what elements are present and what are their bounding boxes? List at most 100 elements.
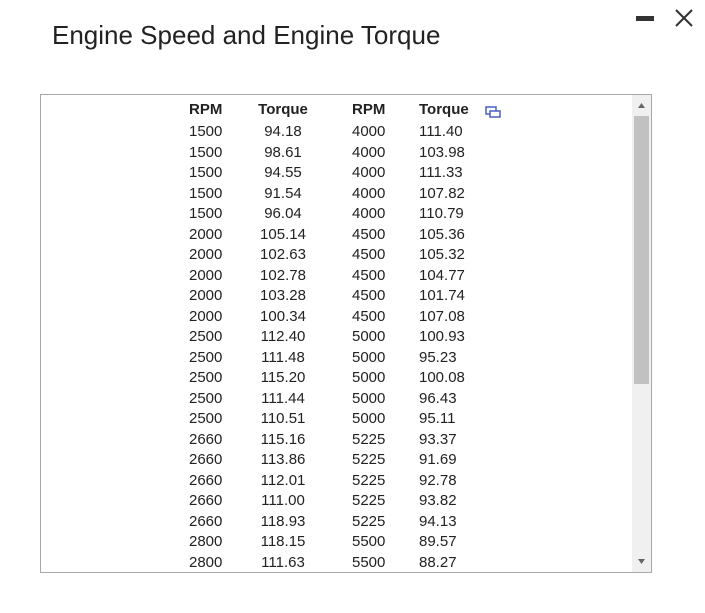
table-cell: 5000 xyxy=(352,369,386,386)
table-cell: 118.15 xyxy=(260,533,306,550)
table-cell: 105.14 xyxy=(260,225,306,243)
close-button[interactable] xyxy=(675,9,693,27)
table-cell: 110.51 xyxy=(260,410,306,427)
table-cell: 115.20 xyxy=(260,369,306,386)
table-cell: 5000 xyxy=(352,410,386,427)
scrollbar[interactable] xyxy=(632,95,651,572)
table-cell: 94.18 xyxy=(264,123,302,140)
table-cell: 4000 xyxy=(352,164,386,181)
table-cell: 1500 xyxy=(189,123,223,140)
table-cell: 105.32 xyxy=(419,246,465,263)
table-cell: 100.34 xyxy=(260,307,306,325)
table-cell: 2500 xyxy=(189,389,223,407)
table-cell: 2500 xyxy=(189,410,223,427)
table-cell: 1500 xyxy=(189,205,223,222)
table-cell: 2660 xyxy=(189,471,223,489)
table-cell: 4500 xyxy=(352,246,386,263)
table-cell: 100.93 xyxy=(419,328,465,345)
table-cell: 98.61 xyxy=(264,143,302,161)
window-controls xyxy=(636,9,693,27)
table-cell: 5000 xyxy=(352,348,386,366)
table-cell: 107.08 xyxy=(419,307,465,325)
column-header: RPM xyxy=(352,101,386,118)
column-header: Torque xyxy=(419,101,469,118)
table-cell: 88.27 xyxy=(419,553,457,571)
table-cell: 4500 xyxy=(352,266,386,284)
column-header: RPM xyxy=(189,101,223,118)
table-cell: 100.08 xyxy=(419,369,465,386)
table-cell: 94.13 xyxy=(419,512,457,530)
table-cell: 96.43 xyxy=(419,389,457,407)
table-panel: RPM Torque RPM Torque 1500 94.18 4000 111.40 150… xyxy=(40,94,652,573)
table-cell: 89.57 xyxy=(419,533,457,550)
table-cell: 95.23 xyxy=(419,348,457,366)
table-cell: 2500 xyxy=(189,369,223,386)
table-cell: 5000 xyxy=(352,328,386,345)
table-cell: 112.40 xyxy=(260,328,306,345)
table-cell: 113.86 xyxy=(260,451,306,468)
table-cell: 104.77 xyxy=(419,266,465,284)
table-cell: 111.40 xyxy=(419,123,463,140)
table-cell: 92.78 xyxy=(419,471,457,489)
table-cell: 2500 xyxy=(189,328,223,345)
table-cell: 111.48 xyxy=(261,348,305,366)
table-cell: 5225 xyxy=(352,512,386,530)
table-cell: 111.44 xyxy=(261,389,305,407)
column-header: Torque xyxy=(258,101,308,118)
table-cell: 4000 xyxy=(352,123,386,140)
table-cell: 4500 xyxy=(352,225,386,243)
table-cell: 2000 xyxy=(189,225,223,243)
table-cell: 103.98 xyxy=(419,143,465,161)
table-cell: 2500 xyxy=(189,348,223,366)
table-cell: 5500 xyxy=(352,533,386,550)
table-cell: 93.82 xyxy=(419,492,457,509)
table-cell: 5225 xyxy=(352,471,386,489)
table-cell: 1500 xyxy=(189,164,223,181)
table-cell: 111.63 xyxy=(261,553,305,571)
table-cell: 111.33 xyxy=(419,164,463,181)
table-cell: 2000 xyxy=(189,246,223,263)
table-cell: 1500 xyxy=(189,143,223,161)
table-cell: 4000 xyxy=(352,184,386,202)
table-cell: 4000 xyxy=(352,143,386,161)
table-cell: 107.82 xyxy=(419,184,465,202)
table-cell: 91.69 xyxy=(419,451,457,468)
table-cell: 5000 xyxy=(352,389,386,407)
table-cell: 5225 xyxy=(352,430,386,448)
table-cell: 2660 xyxy=(189,492,223,509)
table-cell: 2660 xyxy=(189,512,223,530)
table-cell: 2000 xyxy=(189,287,223,304)
table-cell: 5500 xyxy=(352,553,386,571)
table-cell: 95.11 xyxy=(419,410,456,427)
table-cell: 102.63 xyxy=(260,246,306,263)
table-cell: 1500 xyxy=(189,184,223,202)
table-cell: 102.78 xyxy=(260,266,306,284)
table-cell: 103.28 xyxy=(260,287,306,304)
table-cell: 2800 xyxy=(189,553,223,571)
table-cell: 2800 xyxy=(189,533,223,550)
table-cell: 2660 xyxy=(189,430,223,448)
table-cell: 4000 xyxy=(352,205,386,222)
table-cell: 5225 xyxy=(352,451,386,468)
table-cell: 93.37 xyxy=(419,430,457,448)
table-cell: 118.93 xyxy=(260,512,306,530)
table-cell: 4500 xyxy=(352,307,386,325)
table-cell: 2660 xyxy=(189,451,223,468)
popout-icon[interactable] xyxy=(485,105,501,119)
table-cell: 111.00 xyxy=(261,492,305,509)
table-cell: 101.74 xyxy=(419,287,465,304)
table-cell: 94.55 xyxy=(264,164,302,181)
table-cell: 4500 xyxy=(352,287,386,304)
table-cell: 96.04 xyxy=(264,205,302,222)
table-cell: 91.54 xyxy=(264,184,302,202)
table-cell: 5225 xyxy=(352,492,386,509)
table-cell: 115.16 xyxy=(260,430,306,448)
table-cell: 105.36 xyxy=(419,225,465,243)
table-cell: 110.79 xyxy=(419,205,464,222)
table-cell: 2000 xyxy=(189,307,223,325)
scroll-thumb[interactable] xyxy=(634,116,649,384)
minimize-button[interactable] xyxy=(636,16,654,21)
dialog-title: Engine Speed and Engine Torque xyxy=(52,20,441,50)
table-cell: 2000 xyxy=(189,266,223,284)
